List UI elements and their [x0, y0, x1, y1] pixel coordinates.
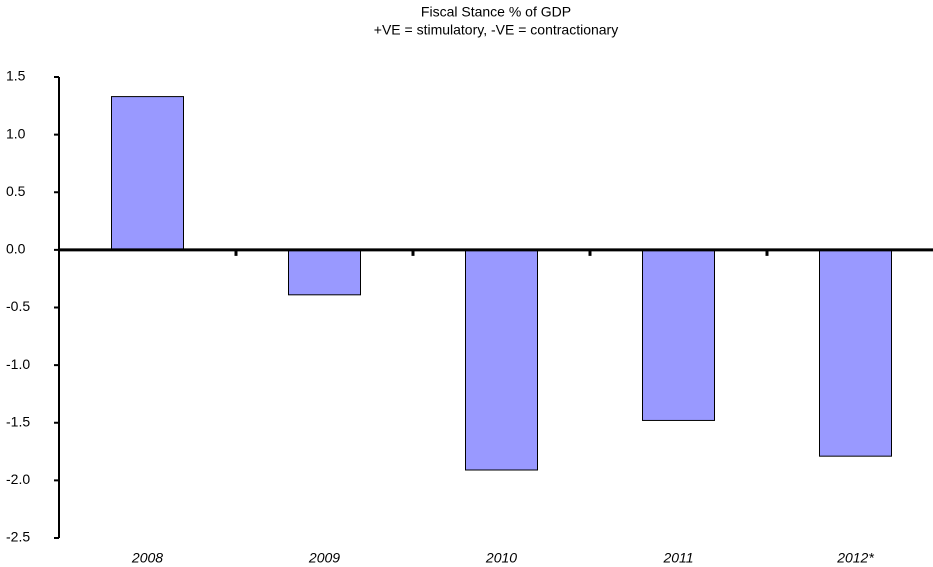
- chart-title: Fiscal Stance % of GDP: [421, 4, 571, 20]
- x-tick-label: 2009: [308, 550, 340, 566]
- y-tick-label: -1.0: [6, 356, 30, 372]
- bar: [819, 249, 892, 457]
- y-tick-label: -2.5: [6, 529, 30, 545]
- bar: [642, 249, 715, 421]
- x-tick-label: 2008: [131, 550, 163, 566]
- chart-subtitle: +VE = stimulatory, -VE = contractionary: [374, 22, 618, 38]
- bar: [288, 249, 361, 296]
- y-tick-label: 1.0: [6, 125, 26, 141]
- y-tick-label: 0.0: [6, 241, 26, 257]
- y-tick-label: 0.5: [6, 183, 26, 199]
- x-tick-label: 2012*: [836, 550, 874, 566]
- y-tick-label: -0.5: [6, 298, 30, 314]
- bar: [465, 249, 538, 471]
- x-tick-label: 2011: [662, 550, 693, 566]
- y-tick-label: 1.5: [6, 68, 26, 84]
- y-tick-label: -2.0: [6, 471, 30, 487]
- bar: [111, 96, 184, 251]
- x-tick-label: 2010: [485, 550, 517, 566]
- y-tick-label: -1.5: [6, 413, 30, 429]
